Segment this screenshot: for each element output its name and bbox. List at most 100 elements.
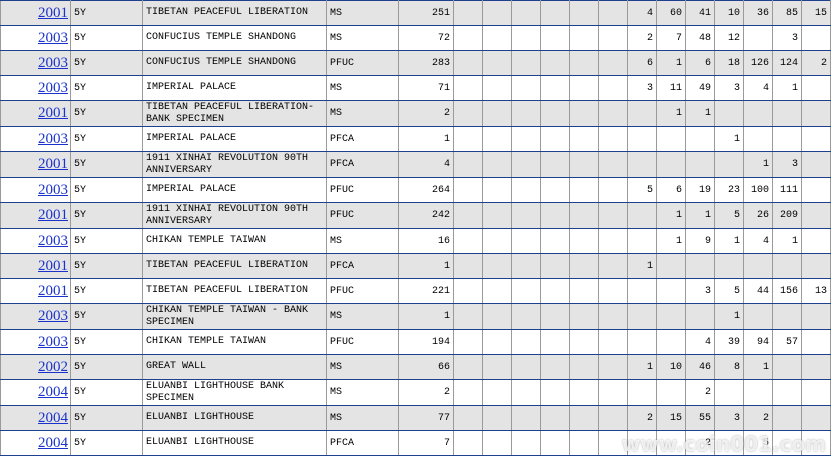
table-cell — [453, 126, 483, 152]
table-cell: 19 — [685, 177, 715, 203]
table-cell: 7 — [656, 25, 686, 51]
year-link[interactable]: 2004 — [38, 384, 68, 400]
year-link[interactable]: 2003 — [38, 232, 68, 249]
table-cell: PFUC — [326, 50, 399, 76]
table-cell — [685, 151, 715, 178]
table-cell: TIBETAN PEACEFUL LIBERATION — [142, 0, 327, 26]
table-cell — [453, 228, 483, 254]
table-cell — [511, 151, 541, 178]
year-link[interactable]: 2001 — [38, 105, 68, 121]
table-cell — [627, 278, 657, 304]
table-cell — [540, 75, 570, 101]
table-cell: 3 — [714, 75, 744, 101]
table-cell: 1 — [398, 126, 454, 152]
year-link[interactable]: 2004 — [38, 434, 68, 451]
table-cell: 5Y — [70, 202, 143, 229]
table-cell — [569, 253, 599, 279]
table-cell — [482, 278, 512, 304]
table-cell — [569, 405, 599, 431]
table-cell — [772, 405, 802, 431]
table-cell: MS — [326, 379, 399, 406]
year-link[interactable]: 2001 — [38, 156, 68, 172]
table-row: 2003 5Y CHIKAN TEMPLE TAIWAN - BANK SPECIM… — [0, 303, 831, 330]
table-cell: MS — [326, 100, 399, 127]
table-cell — [540, 303, 570, 330]
table-cell — [453, 278, 483, 304]
table-cell: 3 — [685, 278, 715, 304]
table-cell: 85 — [772, 0, 802, 26]
table-row: 2003 5Y CONFUCIUS TEMPLE SHANDONG PFUC 283 6 1… — [0, 50, 831, 76]
year-link[interactable]: 2003 — [38, 130, 68, 147]
table-row: 2001 5Y 1911 XINHAI REVOLUTION 90TH ANNIVE… — [0, 151, 831, 178]
table-cell — [453, 75, 483, 101]
year-link[interactable]: 2001 — [38, 207, 68, 223]
table-cell: 18 — [714, 50, 744, 76]
table-cell: PFCA — [326, 126, 399, 152]
table-cell: 1 — [685, 100, 715, 127]
table-cell: TIBETAN PEACEFUL LIBERATION — [142, 253, 327, 279]
table-cell — [511, 202, 541, 229]
table-cell — [801, 354, 831, 380]
year-link[interactable]: 2004 — [38, 409, 68, 426]
table-row: 2004 5Y ELUANBI LIGHTHOUSE MS 77 2 15 55 3 2 — [0, 405, 831, 431]
table-cell — [801, 303, 831, 330]
table-cell: 4 — [743, 228, 773, 254]
table-cell — [801, 329, 831, 355]
table-cell — [569, 100, 599, 127]
table-cell: 16 — [398, 228, 454, 254]
table-cell: 1 — [743, 151, 773, 178]
table-cell: ELUANBI LIGHTHOUSE — [142, 405, 327, 431]
table-cell — [511, 354, 541, 380]
year-link[interactable]: 2003 — [38, 181, 68, 198]
table-cell: 2003 — [0, 25, 71, 51]
table-cell — [453, 354, 483, 380]
table-cell: 41 — [685, 0, 715, 26]
table-cell — [801, 228, 831, 254]
table-cell: 2002 — [0, 354, 71, 380]
table-cell: 111 — [772, 177, 802, 203]
table-cell — [743, 100, 773, 127]
year-link[interactable]: 2003 — [38, 79, 68, 96]
table-cell: PFUC — [326, 329, 399, 355]
table-row: 2001 5Y TIBETAN PEACEFUL LIBERATION MS 251 4 6… — [0, 0, 831, 26]
table-cell — [598, 379, 628, 406]
table-cell — [598, 303, 628, 330]
table-cell — [801, 177, 831, 203]
table-cell: 4 — [743, 75, 773, 101]
year-link[interactable]: 2002 — [38, 358, 68, 375]
year-link[interactable]: 2001 — [38, 282, 68, 299]
table-cell: 36 — [743, 0, 773, 26]
table-cell — [511, 303, 541, 330]
table-cell: 2003 — [0, 75, 71, 101]
table-cell — [743, 379, 773, 406]
table-cell — [801, 126, 831, 152]
table-cell — [569, 202, 599, 229]
table-cell: 1 — [772, 75, 802, 101]
table-cell — [743, 126, 773, 152]
table-cell: 5Y — [70, 430, 143, 456]
year-link[interactable]: 2001 — [38, 257, 68, 274]
year-link[interactable]: 2003 — [38, 29, 68, 46]
table-cell — [714, 379, 744, 406]
table-cell — [714, 253, 744, 279]
table-cell — [453, 25, 483, 51]
year-link[interactable]: 2001 — [38, 4, 68, 21]
table-cell: PFUC — [326, 278, 399, 304]
table-cell: 1 — [714, 303, 744, 330]
year-link[interactable]: 2003 — [38, 308, 68, 324]
table-row: 2001 5Y TIBETAN PEACEFUL LIBERATION PFCA 1 1 — [0, 253, 831, 279]
table-cell: ELUANBI LIGHTHOUSE BANK SPECIMEN — [142, 379, 327, 406]
table-cell: 44 — [743, 278, 773, 304]
table-cell — [772, 303, 802, 330]
year-link[interactable]: 2003 — [38, 333, 68, 350]
table-cell — [453, 253, 483, 279]
table-cell: 3 — [772, 151, 802, 178]
year-link[interactable]: 2003 — [38, 54, 68, 71]
table-cell: MS — [326, 354, 399, 380]
table-row: 2003 5Y IMPERIAL PALACE PFUC 264 5 6 19 23 100 111 — [0, 177, 831, 203]
table-cell: 209 — [772, 202, 802, 229]
table-cell: 2 — [627, 405, 657, 431]
table-cell: MS — [326, 228, 399, 254]
table-cell: 124 — [772, 50, 802, 76]
